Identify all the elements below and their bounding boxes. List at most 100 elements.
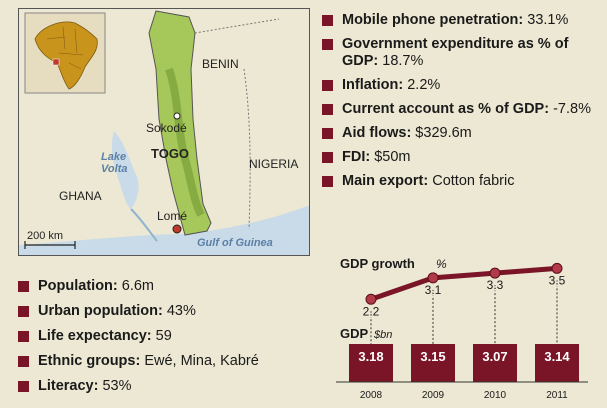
scale-bar: [24, 241, 76, 249]
growth-point: [551, 262, 563, 274]
fact-value: 59: [151, 328, 172, 344]
gdp-value-label: 3.07: [482, 349, 507, 364]
gdp-chart-svg: GDP growth % GDP $bn 2.2 3.1 3.3 3.5 3.18 2008 3.1…: [336, 256, 588, 401]
fact-label: Urban population:: [38, 303, 163, 319]
demographic-facts-list: Population: 6.6m Urban population: 43% L…: [18, 278, 318, 403]
gdp-value-label: 3.18: [358, 349, 383, 364]
bullet-icon: [322, 176, 333, 187]
growth-line: [370, 265, 558, 302]
growth-label: 3.1: [425, 283, 442, 297]
growth-point: [427, 272, 439, 284]
growth-label: 2.2: [363, 304, 380, 318]
fact-value: $50m: [370, 149, 411, 165]
growth-label: 3.3: [487, 278, 504, 292]
growth-point: [489, 267, 501, 279]
growth-point: [365, 293, 377, 305]
label-togo: TOGO: [151, 146, 190, 161]
year-tick-label: 2009: [422, 390, 445, 401]
gdp-unit: $bn: [373, 329, 392, 341]
fact-urban-population: Urban population: 43%: [18, 303, 318, 320]
year-tick-label: 2011: [546, 390, 568, 401]
bullet-icon: [322, 39, 333, 50]
growth-unit: %: [436, 257, 447, 271]
label-gulf-of-guinea: Gulf of Guinea: [197, 237, 273, 249]
bullet-icon: [322, 152, 333, 163]
fact-main-export: Main export: Cotton fabric: [322, 173, 604, 190]
togo-map: BENIN Sokodé TOGO Lake Volta NIGERIA GHA…: [18, 8, 310, 256]
gdp-chart: GDP growth% GDP $bn 2.2 3.1 3.3 3.5 3.18 2008 3.1…: [330, 250, 607, 408]
fact-value: 53%: [98, 378, 132, 394]
label-nigeria: NIGERIA: [249, 157, 299, 171]
fact-current-account: Current account as % of GDP: -7.8%: [322, 101, 604, 118]
togo-locator: [52, 58, 60, 66]
fact-population: Population: 6.6m: [18, 278, 318, 295]
fact-label: Government expenditure as % of GDP:: [342, 36, 569, 69]
fact-value: -7.8%: [549, 101, 591, 117]
fact-inflation: Inflation: 2.2%: [322, 77, 604, 94]
fact-value: 18.7%: [378, 53, 424, 69]
growth-title: GDP growth: [340, 256, 415, 271]
fact-label: Current account as % of GDP:: [342, 101, 550, 117]
economic-facts-list: Mobile phone penetration: 33.1% Governme…: [322, 12, 604, 197]
gdp-value-label: 3.14: [544, 349, 570, 364]
fact-label: Ethnic groups:: [38, 353, 141, 369]
bullet-icon: [18, 356, 29, 367]
gdp-bar: [473, 344, 517, 382]
fact-ethnic-groups: Ethnic groups: Ewé, Mina, Kabré: [18, 353, 318, 370]
nigeria-border: [243, 68, 251, 230]
fact-label: Life expectancy:: [38, 328, 152, 344]
lake-volta: [111, 131, 139, 209]
fact-label: FDI:: [342, 149, 371, 165]
label-ghana: GHANA: [59, 189, 102, 203]
togo-relief: [165, 67, 205, 217]
bullet-icon: [18, 306, 29, 317]
fact-value: 43%: [162, 303, 196, 319]
label-sokode: Sokodé: [146, 121, 187, 135]
fact-label: Mobile phone penetration:: [342, 12, 524, 28]
label-benin: BENIN: [202, 57, 239, 71]
fact-label: Main export:: [342, 173, 429, 189]
bullet-icon: [18, 331, 29, 342]
fact-aid-flows: Aid flows: $329.6m: [322, 125, 604, 142]
label-lome: Lomé: [157, 209, 188, 223]
gulf-water: [19, 205, 309, 255]
label-lake-volta: Lake Volta: [101, 151, 128, 175]
bullet-icon: [322, 15, 333, 26]
map-graphic: [19, 9, 309, 255]
year-tick-label: 2008: [360, 390, 383, 401]
lome-dot: [172, 224, 182, 234]
fact-value: 2.2%: [403, 77, 441, 93]
benin-border: [194, 18, 280, 34]
fact-value: Cotton fabric: [428, 173, 515, 189]
growth-label: 3.5: [549, 273, 566, 287]
year-tick-label: 2010: [484, 390, 507, 401]
fact-value: $329.6m: [411, 125, 472, 141]
bullet-icon: [322, 104, 333, 115]
africa-inset: [24, 12, 106, 94]
fact-gov-expenditure: Government expenditure as % of GDP: 18.7…: [322, 36, 604, 70]
bullet-icon: [18, 381, 29, 392]
fact-value: 33.1%: [523, 12, 569, 28]
label-scale: 200 km: [27, 230, 64, 242]
gdp-bar: [535, 344, 579, 382]
africa-borders: [46, 26, 84, 70]
volta-river: [130, 208, 158, 242]
gdp-title: GDP: [340, 326, 369, 341]
bullet-icon: [18, 281, 29, 292]
gdp-bar: [411, 344, 455, 382]
sokode-dot: [173, 112, 181, 120]
bullet-icon: [322, 80, 333, 91]
fact-life-expectancy: Life expectancy: 59: [18, 328, 318, 345]
fact-label: Population:: [38, 278, 118, 294]
fact-value: 6.6m: [117, 278, 155, 294]
bullet-icon: [322, 128, 333, 139]
fact-value: Ewé, Mina, Kabré: [140, 353, 259, 369]
fact-mobile: Mobile phone penetration: 33.1%: [322, 12, 604, 29]
gdp-bar: [349, 344, 393, 382]
fact-literacy: Literacy: 53%: [18, 378, 318, 395]
fact-fdi: FDI: $50m: [322, 149, 604, 166]
fact-label: Literacy:: [38, 378, 99, 394]
fact-label: Inflation:: [342, 77, 404, 93]
fact-label: Aid flows:: [342, 125, 412, 141]
gdp-value-label: 3.15: [420, 349, 445, 364]
